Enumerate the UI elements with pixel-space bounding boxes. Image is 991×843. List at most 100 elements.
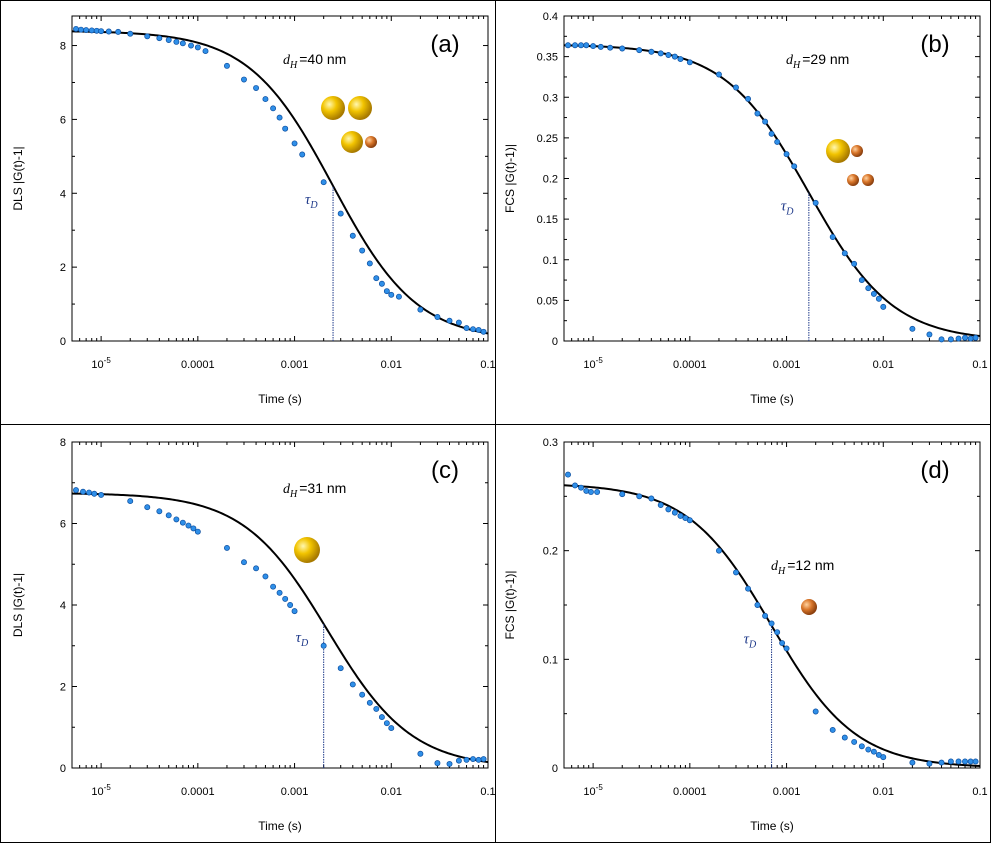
data-point: [115, 28, 122, 35]
data-point: [754, 110, 761, 117]
data-point: [768, 130, 775, 137]
x-axis-label: Time (s): [258, 392, 302, 406]
y-axis-label: DLS |G(t)-1|: [11, 146, 25, 210]
panel-label: (b): [920, 31, 949, 58]
data-point: [851, 738, 858, 745]
data-point: [880, 303, 887, 310]
data-point: [144, 33, 151, 40]
data-point: [565, 42, 571, 49]
data-point: [671, 509, 678, 516]
data-point: [636, 47, 643, 54]
data-point: [665, 506, 672, 513]
data-point: [378, 280, 385, 287]
panel-label: (a): [430, 31, 459, 58]
data-point: [241, 559, 247, 566]
data-point: [967, 335, 974, 342]
dh-subscript: H: [289, 60, 298, 71]
data-point: [253, 85, 260, 91]
data-point: [870, 290, 877, 297]
data-point: [733, 84, 739, 91]
data-point: [926, 331, 933, 338]
data-point: [144, 504, 151, 511]
data-point: [73, 25, 79, 32]
data-point: [165, 37, 172, 43]
data-point: [434, 760, 441, 767]
data-point: [373, 275, 380, 282]
copper-nanoparticle-icon: [365, 136, 377, 148]
data-point: [475, 756, 482, 763]
data-point: [434, 314, 441, 320]
data-point: [812, 708, 819, 715]
y-tick-label: 2: [60, 262, 66, 274]
data-point: [865, 746, 872, 753]
y-tick-label: 0: [552, 763, 558, 775]
data-point: [768, 620, 775, 627]
x-tick-label: 0.001: [281, 359, 309, 371]
dh-value: =40 nm: [299, 51, 346, 67]
data-point: [829, 727, 836, 733]
x-tick-label: 0.001: [281, 786, 309, 798]
tau-subscript: D: [309, 200, 318, 211]
data-point: [173, 38, 180, 45]
data-point: [349, 681, 356, 688]
data-point: [565, 471, 571, 478]
gold-nanoparticle-icon: [341, 131, 363, 153]
data-point: [774, 138, 781, 145]
y-tick-label: 0.1: [543, 255, 558, 267]
data-point: [417, 306, 424, 313]
data-point: [636, 493, 643, 500]
data-point: [955, 758, 962, 765]
data-point: [657, 50, 664, 57]
data-point: [745, 585, 752, 592]
data-point: [475, 326, 482, 333]
y-tick-label: 0.1: [543, 654, 558, 666]
data-point: [774, 629, 781, 636]
hydrodynamic-diameter-label: dH =31 nm: [283, 480, 346, 500]
dh-value: =29 nm: [802, 51, 849, 67]
x-tick-exponent: -5: [104, 356, 112, 365]
data-point: [947, 336, 954, 343]
data-point: [388, 291, 395, 298]
data-point: [291, 608, 298, 615]
data-point: [190, 525, 197, 532]
y-tick-label: 4: [60, 188, 66, 200]
data-point: [686, 59, 693, 66]
data-point: [909, 759, 916, 766]
gold-nanoparticle-icon: [321, 96, 345, 120]
data-point: [78, 26, 84, 33]
data-point: [202, 48, 209, 55]
y-tick-label: 8: [60, 437, 66, 449]
data-point: [194, 528, 201, 535]
x-tick-label: 0.1: [972, 359, 987, 371]
y-tick-label: 6: [60, 519, 66, 531]
x-tick-label: 0.01: [873, 786, 894, 798]
data-point: [73, 487, 79, 494]
panel-label: (c): [431, 457, 459, 484]
chart-panel-b: 10-5 0.0001 0.001 0.01 0.100.050.10.150.20.2…: [503, 11, 988, 406]
data-point: [829, 234, 836, 240]
data-point: [127, 498, 134, 505]
x-tick-exponent: -5: [596, 783, 604, 792]
x-tick-label: 0.001: [773, 359, 801, 371]
copper-nanoparticle-icon: [851, 145, 863, 157]
data-point: [337, 210, 344, 217]
tau-subscript: D: [748, 640, 757, 651]
data-point: [783, 645, 790, 652]
data-point: [291, 140, 298, 147]
data-point: [967, 758, 974, 765]
gold-nanoparticle-icon: [348, 96, 372, 120]
data-point: [480, 756, 487, 762]
y-tick-label: 0.25: [537, 133, 558, 145]
data-point: [156, 35, 163, 42]
data-point: [875, 295, 882, 302]
y-tick-label: 0.3: [543, 92, 558, 104]
y-tick-label: 0.05: [537, 295, 558, 307]
hydrodynamic-diameter-label: dH =40 nm: [283, 51, 346, 71]
data-point: [619, 491, 626, 498]
data-point: [262, 96, 269, 103]
data-point: [127, 30, 134, 37]
fit-curve: [71, 492, 489, 764]
data-point: [253, 565, 260, 572]
x-tick-exponent: -5: [596, 356, 604, 365]
